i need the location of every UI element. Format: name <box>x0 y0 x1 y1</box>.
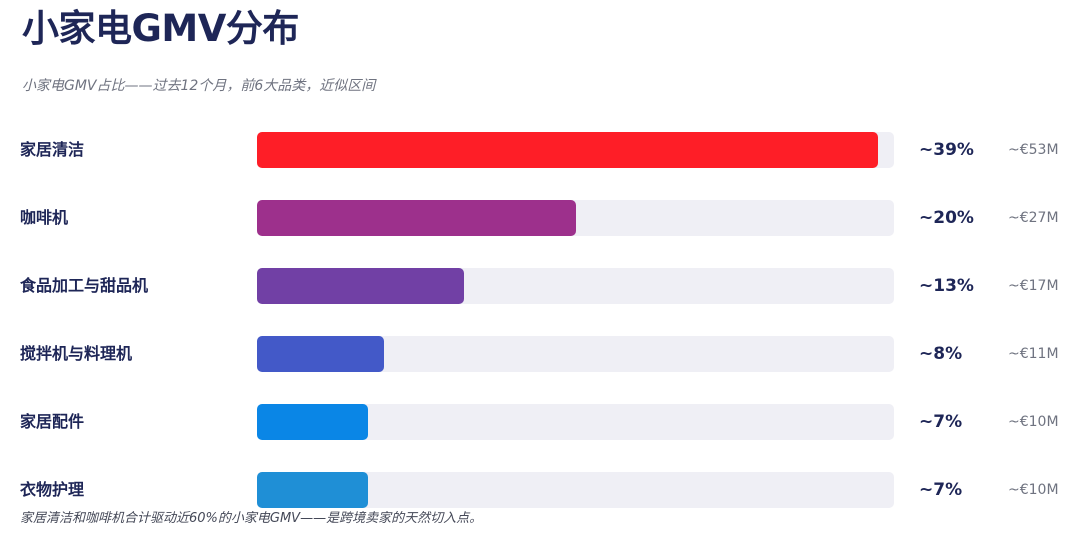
bar-row: 衣物护理 ~7% ~€10M <box>0 472 1080 508</box>
bar-row: 搅拌机与料理机 ~8% ~€11M <box>0 336 1080 372</box>
bar-row: 食品加工与甜品机 ~13% ~€17M <box>0 268 1080 304</box>
percent-label: ~20% <box>919 208 974 228</box>
bar <box>257 336 384 372</box>
category-label: 搅拌机与料理机 <box>20 344 133 363</box>
bar-track <box>257 404 894 440</box>
bar <box>257 404 368 440</box>
category-label: 衣物护理 <box>20 480 85 499</box>
bar <box>257 268 464 304</box>
category-label: 家居清洁 <box>20 140 85 159</box>
bar-row: 咖啡机 ~20% ~€27M <box>0 200 1080 236</box>
bar-track <box>257 472 894 508</box>
bar-row: 家居清洁 ~39% ~€53M <box>0 132 1080 168</box>
bar-track <box>257 132 894 168</box>
amount-label: ~€53M <box>1008 142 1059 158</box>
chart-footnote: 家居清洁和咖啡机合计驱动近60%的小家电GMV——是跨境卖家的天然切入点。 <box>20 511 483 526</box>
percent-label: ~39% <box>919 140 974 160</box>
bar <box>257 200 576 236</box>
category-label: 家居配件 <box>20 412 85 431</box>
percent-label: ~13% <box>919 276 974 296</box>
chart-title: 小家电GMV分布 <box>22 7 299 50</box>
bar-track <box>257 336 894 372</box>
amount-label: ~€27M <box>1008 210 1059 226</box>
chart-subtitle: 小家电GMV占比——过去12个月，前6大品类，近似区间 <box>22 78 376 94</box>
bar <box>257 132 878 168</box>
bar <box>257 472 368 508</box>
category-label: 咖啡机 <box>20 208 69 227</box>
bar-track <box>257 268 894 304</box>
amount-label: ~€10M <box>1008 414 1059 430</box>
amount-label: ~€10M <box>1008 482 1059 498</box>
percent-label: ~7% <box>919 412 963 432</box>
percent-label: ~8% <box>919 344 963 364</box>
amount-label: ~€17M <box>1008 278 1059 294</box>
percent-label: ~7% <box>919 480 963 500</box>
bar-track <box>257 200 894 236</box>
bar-row: 家居配件 ~7% ~€10M <box>0 404 1080 440</box>
category-label: 食品加工与甜品机 <box>20 276 149 295</box>
amount-label: ~€11M <box>1008 346 1059 362</box>
